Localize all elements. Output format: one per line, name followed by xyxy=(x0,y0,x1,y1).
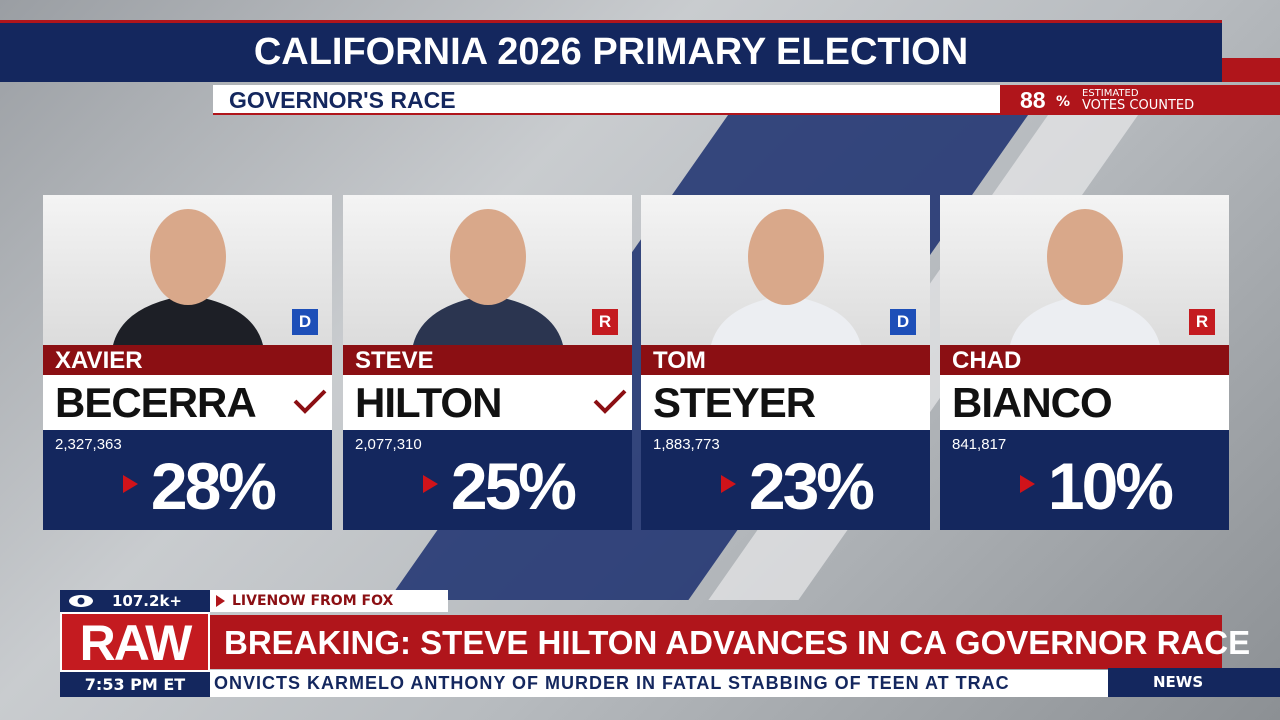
ticker-bar: ONVICTS KARMELO ANTHONY OF MURDER IN FAT… xyxy=(210,670,1108,697)
counted-label: ESTIMATED xyxy=(1082,88,1139,99)
candidate-photo xyxy=(343,195,632,345)
clock: 7:53 PM ET xyxy=(60,672,210,697)
arrow-icon xyxy=(721,475,736,493)
counted-unit: % xyxy=(1056,94,1071,110)
last-name: BIANCO xyxy=(940,375,1229,430)
vote-count: 2,077,310 xyxy=(355,436,422,453)
candidate-card: D TOM STEYER 1,883,773 23% xyxy=(641,195,930,530)
winner-check xyxy=(593,389,627,414)
counted-box: 88 % ESTIMATED VOTES COUNTED xyxy=(1000,85,1280,115)
accent xyxy=(1222,58,1280,82)
subtitle-bar: GOVERNOR'S RACE xyxy=(213,85,1000,115)
candidate-photo xyxy=(940,195,1229,345)
first-name: CHAD xyxy=(940,345,1229,375)
first-name: STEVE xyxy=(343,345,632,375)
source: LIVENOW FROM FOX xyxy=(232,593,394,609)
arrow-icon xyxy=(216,595,225,607)
candidate-card: D XAVIER BECERRA 2,327,363 28% xyxy=(43,195,332,530)
winner-check xyxy=(293,389,327,414)
arrow-icon xyxy=(423,475,438,493)
party-badge: D xyxy=(890,309,916,335)
candidate-card: R CHAD BIANCO 841,817 10% xyxy=(940,195,1229,530)
candidate-photo xyxy=(641,195,930,345)
viewer-count: 107.2k+ xyxy=(112,592,182,610)
vote-count: 1,883,773 xyxy=(653,436,720,453)
headline: BREAKING: STEVE HILTON ADVANCES IN CA GO… xyxy=(224,624,1251,661)
portrait xyxy=(711,209,861,345)
portrait xyxy=(413,209,563,345)
vote-percent: 25% xyxy=(450,449,577,523)
source-box: LIVENOW FROM FOX xyxy=(210,590,448,612)
counted-label: VOTES COUNTED xyxy=(1082,98,1195,113)
vote-percent: 28% xyxy=(150,449,277,523)
result-box: 2,327,363 28% xyxy=(43,430,332,530)
brand-box: RAW xyxy=(60,612,210,672)
last-name: HILTON xyxy=(343,375,632,430)
candidate-card: R STEVE HILTON 2,077,310 25% xyxy=(343,195,632,530)
first-name: XAVIER xyxy=(43,345,332,375)
arrow-icon xyxy=(123,475,138,493)
vote-percent: 10% xyxy=(1047,449,1174,523)
portrait xyxy=(113,209,263,345)
party-badge: R xyxy=(592,309,618,335)
ticker: ONVICTS KARMELO ANTHONY OF MURDER IN FAT… xyxy=(214,673,1010,693)
candidate-photo xyxy=(43,195,332,345)
vote-count: 2,327,363 xyxy=(55,436,122,453)
subtitle: GOVERNOR'S RACE xyxy=(229,87,456,113)
title: CALIFORNIA 2026 PRIMARY ELECTION xyxy=(253,31,969,73)
title-bar: CALIFORNIA 2026 PRIMARY ELECTION xyxy=(0,20,1222,82)
vote-percent: 23% xyxy=(748,449,875,523)
party-badge: R xyxy=(1189,309,1215,335)
ticker-label: NEWS xyxy=(1108,668,1280,697)
viewer-box: 107.2k+ xyxy=(60,590,210,612)
vote-count: 841,817 xyxy=(952,436,1007,453)
brand: RAW xyxy=(79,615,193,671)
party-badge: D xyxy=(292,309,318,335)
arrow-icon xyxy=(1020,475,1035,493)
result-box: 2,077,310 25% xyxy=(343,430,632,530)
portrait xyxy=(1010,209,1160,345)
counted-value: 88 xyxy=(1020,87,1046,113)
headline-bar: BREAKING: STEVE HILTON ADVANCES IN CA GO… xyxy=(210,615,1250,669)
last-name: STEYER xyxy=(641,375,930,430)
eye-icon xyxy=(69,595,93,607)
result-box: 841,817 10% xyxy=(940,430,1229,530)
first-name: TOM xyxy=(641,345,930,375)
result-box: 1,883,773 23% xyxy=(641,430,930,530)
last-name: BECERRA xyxy=(43,375,332,430)
